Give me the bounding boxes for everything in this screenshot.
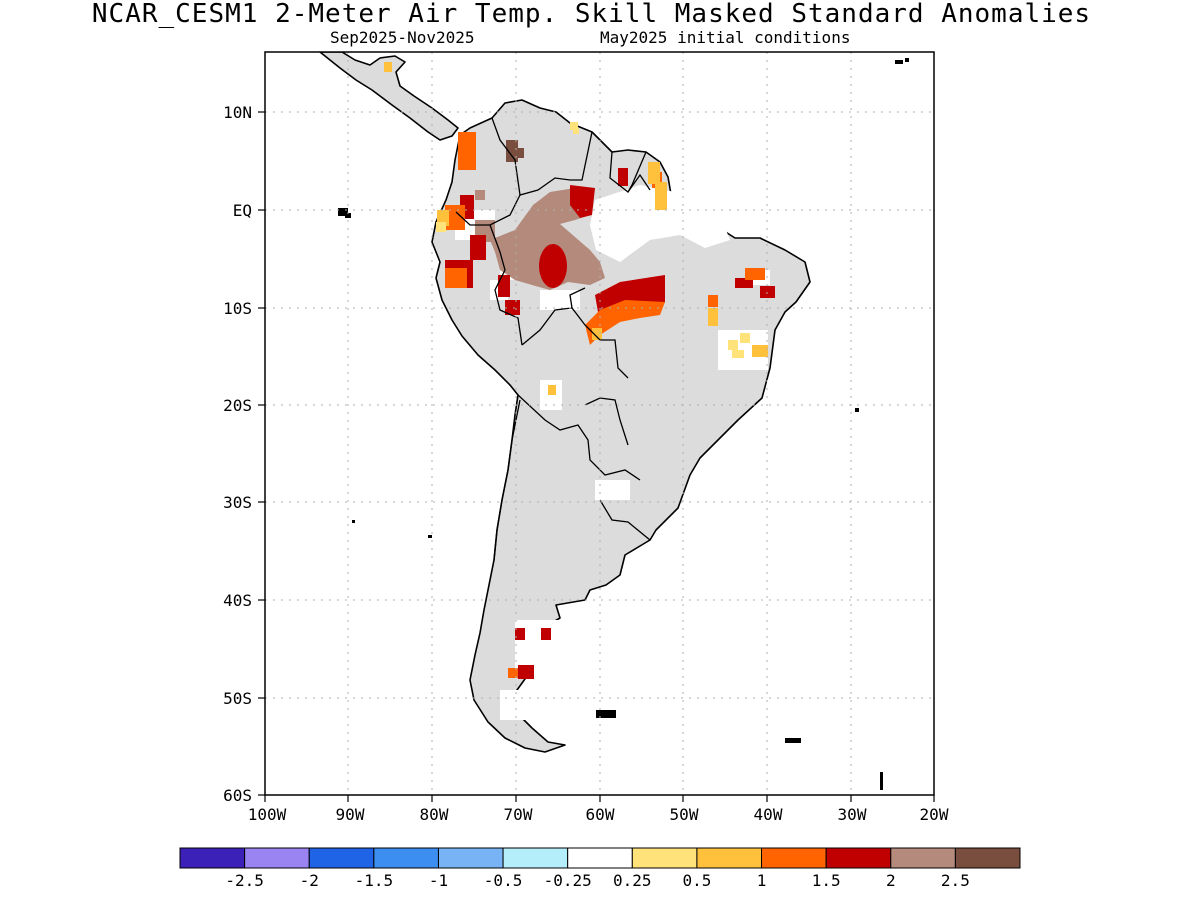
colorbar-swatch [696, 847, 763, 869]
anomaly-above-2.5 [506, 140, 524, 162]
colorbar-label: 1.5 [812, 871, 841, 890]
lon-label: 30W [838, 805, 867, 824]
lon-label: 80W [420, 805, 449, 824]
islands [338, 58, 909, 790]
anomaly-field [265, 52, 934, 795]
colorbar-swatch [954, 847, 1021, 869]
colorbar-swatch [631, 847, 698, 869]
lat-label: 40S [223, 591, 252, 610]
colorbar-swatch [244, 847, 310, 869]
lon-label: 50W [670, 805, 699, 824]
map-title: NCAR_CESM1 2-Meter Air Temp. Skill Maske… [91, 0, 1092, 29]
longitude-labels: 100W 90W 80W 70W 60W 50W 40W 30W 20W [248, 805, 949, 824]
latitude-labels: 10N EQ 10S 20S 30S 40S 50S 60S [223, 103, 252, 805]
colorbar-swatch [179, 847, 246, 869]
initial-conditions: May2025 initial conditions [600, 28, 851, 47]
lon-label: 90W [336, 805, 365, 824]
lon-label: 60W [586, 805, 615, 824]
lat-label: EQ [233, 201, 252, 220]
colorbar-swatch [567, 847, 633, 869]
lat-label: 10N [223, 103, 252, 122]
colorbar-label: 0.5 [682, 871, 711, 890]
colorbar-label: 0.25 [613, 871, 652, 890]
colorbar-swatch [825, 847, 892, 869]
colorbar-swatch [502, 847, 569, 869]
colorbar-label: -0.5 [484, 871, 523, 890]
lat-label: 10S [223, 299, 252, 318]
colorbar-label: 2.5 [941, 871, 970, 890]
colorbar-label: -2 [300, 871, 319, 890]
colorbar-label: -2.5 [225, 871, 264, 890]
lat-label: 60S [223, 786, 252, 805]
colorbar-swatch [890, 847, 956, 869]
colorbar-swatch [437, 847, 504, 869]
lat-label: 30S [223, 493, 252, 512]
colorbar-label: -1.5 [355, 871, 394, 890]
country-borders [455, 117, 651, 561]
forecast-season: Sep2025-Nov2025 [330, 28, 475, 47]
central-america [319, 52, 459, 141]
colorbar-label: 2 [886, 871, 896, 890]
colorbar-swatch [308, 847, 375, 869]
colorbar-label: 1 [757, 871, 767, 890]
lon-label: 70W [504, 805, 533, 824]
axis-ticks [258, 111, 935, 802]
colorbar-swatch [373, 847, 439, 869]
lon-label: 40W [754, 805, 783, 824]
anomaly-1.5-2 [445, 168, 775, 679]
lon-label: 100W [248, 805, 287, 824]
anomaly-0.25-0.5 [436, 122, 750, 358]
colorbar-label: -1 [429, 871, 448, 890]
colorbar: -2.5 -2 -1.5 -1 -0.5 -0.25 0.25 0.5 1 1.5 2 2.5 [179, 847, 1021, 890]
lat-label: 50S [223, 689, 252, 708]
colorbar-label: -0.25 [544, 871, 592, 890]
lat-label: 20S [223, 396, 252, 415]
lon-label: 20W [920, 805, 949, 824]
colorbar-swatch [761, 847, 827, 869]
